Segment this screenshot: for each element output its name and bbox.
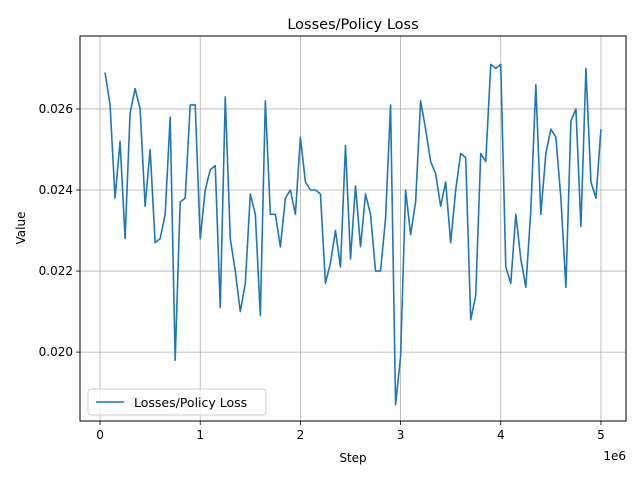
x-tick-label: 3: [397, 428, 405, 442]
x-tick-label: 2: [297, 428, 305, 442]
y-axis: 0.020 0.022 0.024 0.026: [39, 102, 80, 359]
y-tick-label: 0.020: [39, 345, 73, 359]
chart-title: Losses/Policy Loss: [287, 17, 418, 33]
legend: Losses/Policy Loss: [87, 388, 267, 416]
y-axis-label: Value: [14, 212, 28, 245]
x-axis-offset-label: 1e6: [603, 449, 626, 463]
series-line-0: [104, 63, 602, 406]
x-tick-label: 0: [96, 428, 104, 442]
series-layer: [104, 63, 602, 406]
x-axis: 0 1 2 3 4 5: [96, 421, 605, 442]
legend-label: Losses/Policy Loss: [134, 395, 247, 410]
x-tick-label: 5: [597, 428, 605, 442]
y-tick-label: 0.026: [39, 102, 73, 116]
y-tick-label: 0.024: [39, 183, 73, 197]
x-axis-label: Step: [339, 451, 366, 465]
plot-frame: [79, 35, 627, 422]
x-tick-label: 1: [196, 428, 204, 442]
x-tick-label: 4: [497, 428, 505, 442]
y-tick-label: 0.022: [39, 264, 73, 278]
legend-box: [87, 388, 267, 416]
